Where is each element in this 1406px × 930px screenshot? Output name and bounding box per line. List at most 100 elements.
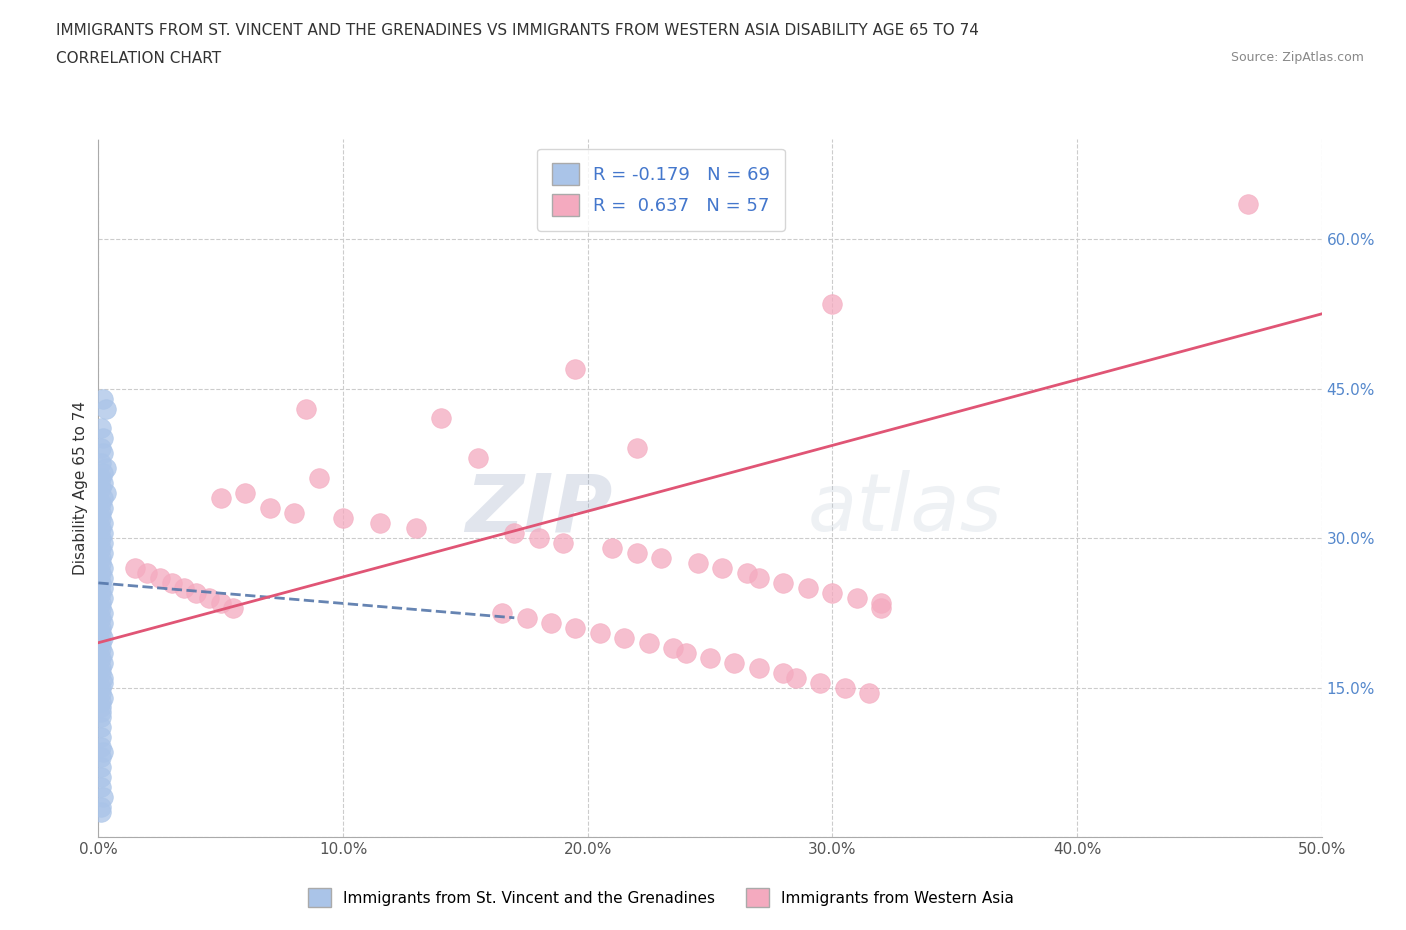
Point: [90, 700, 112, 715]
Point: [91, 500, 114, 515]
Point: [91, 631, 114, 645]
Point: [90, 521, 112, 536]
Point: [711, 561, 734, 576]
Point: [368, 515, 391, 530]
Legend: Immigrants from St. Vincent and the Grenadines, Immigrants from Western Asia: Immigrants from St. Vincent and the Gren…: [302, 883, 1021, 913]
Point: [515, 610, 537, 625]
Point: [90, 586, 112, 601]
Point: [748, 570, 770, 585]
Point: [821, 297, 844, 312]
Point: [91, 536, 114, 551]
Point: [723, 656, 745, 671]
Point: [124, 561, 146, 576]
Point: [90, 665, 112, 680]
Point: [90, 565, 112, 580]
Point: [430, 411, 453, 426]
Point: [527, 531, 550, 546]
Point: [90, 750, 112, 764]
Point: [90, 421, 112, 436]
Point: [149, 570, 172, 585]
Point: [90, 635, 112, 650]
Point: [772, 576, 794, 591]
Point: [91, 446, 114, 461]
Point: [233, 485, 256, 500]
Point: [686, 555, 709, 570]
Point: [626, 441, 648, 456]
Point: [503, 525, 526, 540]
Point: [540, 616, 562, 631]
Point: [90, 650, 112, 665]
Point: [870, 601, 893, 616]
Point: [600, 540, 623, 555]
Y-axis label: Disability Age 65 to 74: Disability Age 65 to 74: [73, 401, 89, 576]
Text: atlas: atlas: [808, 471, 1002, 548]
Point: [564, 620, 586, 635]
Point: [90, 640, 112, 655]
Point: [90, 456, 112, 471]
Point: [91, 570, 114, 585]
Point: [283, 506, 305, 521]
Point: [626, 546, 648, 561]
Point: [90, 625, 112, 640]
Point: [772, 665, 794, 680]
Point: [90, 660, 112, 675]
Point: [735, 565, 758, 580]
Point: [332, 511, 354, 525]
Point: [90, 740, 112, 755]
Point: [675, 645, 697, 660]
Point: [91, 525, 114, 540]
Point: [90, 760, 112, 775]
Point: [90, 506, 112, 521]
Point: [858, 685, 880, 700]
Point: [405, 521, 427, 536]
Point: [91, 466, 114, 481]
Point: [91, 616, 114, 631]
Point: [91, 656, 114, 671]
Point: [834, 680, 856, 695]
Point: [491, 605, 513, 620]
Point: [797, 580, 820, 595]
Point: [589, 625, 612, 640]
Point: [91, 476, 114, 491]
Point: [209, 491, 232, 506]
Point: [613, 631, 636, 645]
Point: [90, 680, 112, 695]
Point: [90, 800, 112, 815]
Point: [90, 610, 112, 625]
Point: [808, 675, 831, 690]
Point: [173, 580, 195, 595]
Point: [699, 650, 721, 665]
Point: [90, 531, 112, 546]
Point: [650, 551, 672, 565]
Point: [91, 671, 114, 685]
Point: [90, 576, 112, 591]
Point: [91, 690, 114, 705]
Point: [91, 591, 114, 605]
Point: [94, 401, 117, 416]
Point: [90, 471, 112, 485]
Point: [91, 605, 114, 620]
Point: [259, 500, 281, 515]
Point: [662, 640, 685, 655]
Point: [1237, 197, 1260, 212]
Point: [845, 591, 868, 605]
Point: [91, 515, 114, 530]
Point: [90, 595, 112, 610]
Point: [748, 660, 770, 675]
Text: ZIP: ZIP: [465, 471, 612, 548]
Text: CORRELATION CHART: CORRELATION CHART: [56, 51, 221, 66]
Point: [90, 496, 112, 511]
Point: [90, 710, 112, 724]
Point: [90, 685, 112, 700]
Point: [160, 576, 183, 591]
Point: [90, 620, 112, 635]
Point: [553, 536, 575, 551]
Point: [91, 580, 114, 595]
Point: [90, 779, 112, 794]
Point: [94, 461, 117, 476]
Point: [90, 441, 112, 456]
Point: [91, 645, 114, 660]
Point: [91, 491, 114, 506]
Point: [222, 601, 245, 616]
Text: IMMIGRANTS FROM ST. VINCENT AND THE GRENADINES VS IMMIGRANTS FROM WESTERN ASIA D: IMMIGRANTS FROM ST. VINCENT AND THE GREN…: [56, 23, 979, 38]
